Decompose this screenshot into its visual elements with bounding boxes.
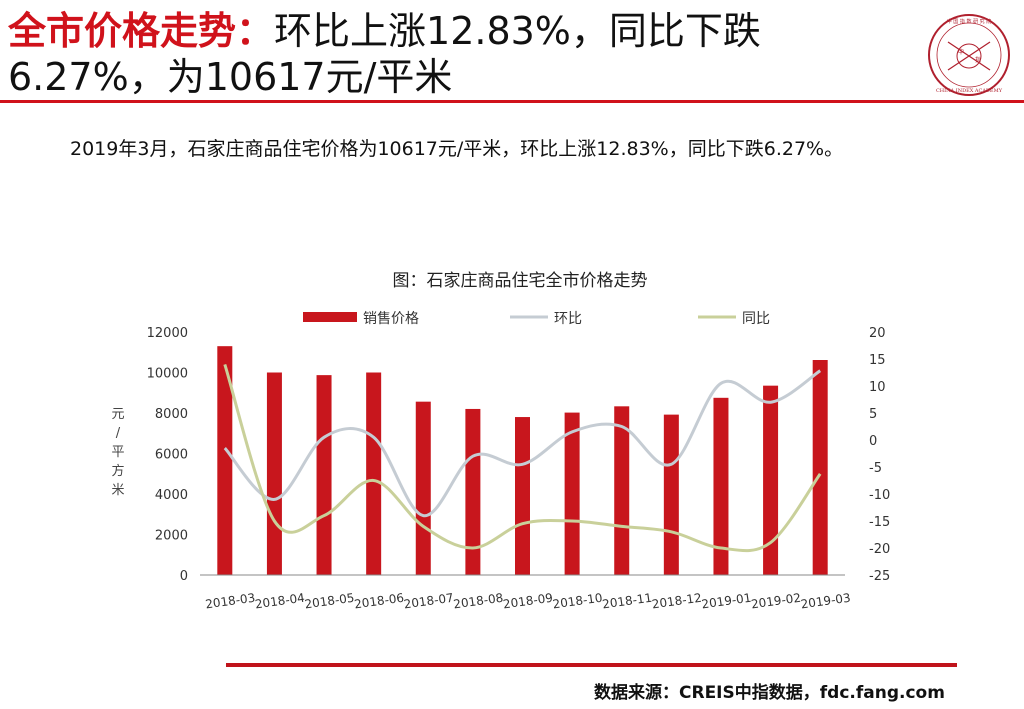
y-right-tick-label: -20 — [869, 542, 890, 557]
yoy-line — [223, 363, 822, 553]
sales-price-bars — [217, 346, 828, 575]
svg-text:中: 中 — [958, 48, 964, 56]
x-tick-label: 2018-07 — [403, 591, 455, 612]
x-tick-label: 2019-03 — [800, 591, 852, 612]
y-right-tick-label: 20 — [869, 326, 886, 341]
svg-text:中 国 指 数 研 究 院: 中 国 指 数 研 究 院 — [947, 18, 992, 25]
y-right-tick-label: 15 — [869, 353, 886, 368]
mom-line — [223, 369, 822, 518]
bar-sales-price — [316, 375, 332, 575]
footer-divider — [226, 663, 957, 667]
y-axis-left-label: 元/平方米 — [111, 407, 124, 498]
x-tick-label: 2018-06 — [353, 591, 405, 612]
title-line2: 6.27%，为10617元/平米 — [8, 55, 453, 99]
y-left-tick-label: 0 — [180, 569, 188, 584]
x-tick-label: 2018-08 — [453, 591, 505, 612]
y-left-tick-label: 6000 — [155, 448, 188, 463]
y-left-tick-label: 12000 — [147, 326, 188, 341]
legend-label: 同比 — [742, 311, 770, 327]
y-right-tick-label: 5 — [869, 407, 877, 422]
bar-sales-price — [663, 414, 679, 575]
y-left-tick-label: 10000 — [147, 367, 188, 382]
bar-sales-price — [217, 346, 233, 575]
bar-sales-price — [763, 385, 779, 575]
title-rest: 环比上涨12.83%，同比下跌 — [274, 9, 761, 53]
bar-sales-price — [713, 397, 729, 575]
china-index-academy-logo: 中 国 指 数 研 究 院 中 指 CHINA INDEX ACADEMY — [928, 14, 1010, 96]
title-accent: 全市价格走势： — [8, 9, 275, 53]
svg-text:指: 指 — [975, 56, 981, 64]
x-tick-label: 2018-04 — [254, 591, 306, 612]
y-left-tick-label: 8000 — [155, 407, 188, 422]
x-tick-label: 2019-02 — [750, 591, 802, 612]
price-trend-chart: 图：石家庄商品住宅全市价格走势 销售价格 环比 同比 0 2000 4000 6000 80… — [111, 271, 890, 612]
svg-text:CHINA INDEX ACADEMY: CHINA INDEX ACADEMY — [936, 88, 1003, 94]
bar-sales-price — [812, 360, 828, 575]
bar-sales-price — [515, 417, 530, 575]
y-right-tick-label: -15 — [869, 515, 890, 530]
bar-sales-price — [614, 406, 630, 575]
x-tick-label: 2018-11 — [601, 591, 653, 612]
page-title: 全市价格走势：环比上涨12.83%，同比下跌 6.27%，为10617元/平米 — [8, 8, 908, 100]
legend-label: 环比 — [554, 311, 582, 327]
bar-sales-price — [266, 372, 282, 575]
x-tick-label: 2018-09 — [502, 591, 554, 612]
x-tick-label: 2018-12 — [651, 591, 703, 612]
y-right-tick-label: -10 — [869, 488, 890, 503]
x-tick-label: 2019-01 — [701, 591, 753, 612]
chart-title: 图：石家庄商品住宅全市价格走势 — [393, 271, 648, 291]
x-tick-label: 2018-10 — [552, 591, 604, 612]
title-divider — [0, 100, 1024, 103]
bar-sales-price — [415, 401, 431, 575]
y-right-tick-label: 0 — [869, 434, 877, 449]
bar-sales-price — [465, 408, 481, 575]
x-tick-label: 2018-05 — [304, 591, 356, 612]
y-right-tick-label: -25 — [869, 569, 890, 584]
bar-sales-price — [564, 412, 580, 575]
legend-label: 销售价格 — [363, 311, 419, 327]
legend-swatch-bar — [303, 312, 357, 322]
y-right-tick-label: 10 — [869, 380, 886, 395]
bar-sales-price — [366, 372, 382, 575]
summary-text: 2019年3月，石家庄商品住宅价格为10617元/平米，环比上涨12.83%，同… — [70, 138, 844, 160]
y-right-tick-label: -5 — [869, 461, 882, 476]
y-left-tick-label: 2000 — [155, 529, 188, 544]
x-tick-label: 2018-03 — [204, 591, 256, 612]
chart-legend: 销售价格 环比 同比 — [303, 311, 770, 327]
data-source: 数据来源：CREIS中指数据，fdc.fang.com — [594, 683, 945, 703]
y-left-tick-label: 4000 — [155, 488, 188, 503]
